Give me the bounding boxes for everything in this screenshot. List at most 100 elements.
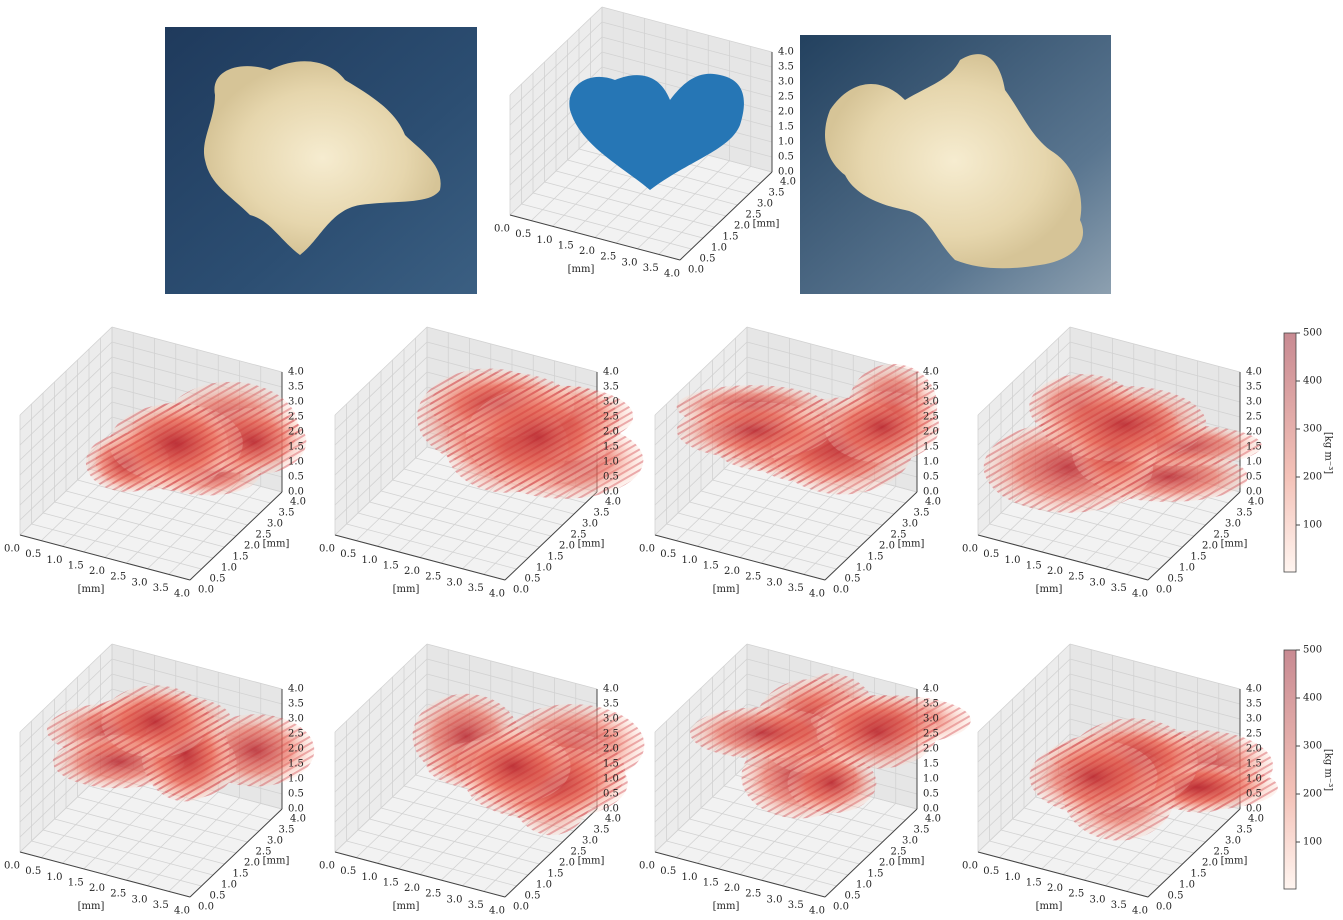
y-axis-label: [mm] [578,539,605,550]
density-blob [690,707,837,759]
y-tick-label: 1.5 [1191,552,1207,563]
x-tick-label: 3.0 [132,577,148,588]
y-tick-label: 1.5 [233,869,249,880]
x-tick-label: 2.0 [579,246,595,257]
z-tick-label: 3.0 [923,714,939,725]
x-tick-label: 3.0 [447,577,463,588]
grid-line [1069,341,1241,388]
y-axis-label: [mm] [263,856,290,867]
photo-left [165,27,477,294]
x-axis-label: [mm] [78,901,105,912]
x-tick-label: 4.0 [174,906,190,917]
grid-line [1105,797,1198,887]
y-tick-label: 0.5 [845,891,861,902]
z-tick-label: 3.5 [288,699,304,710]
colorbar-tick-label: 500 [1303,328,1322,339]
grid-line [654,643,748,733]
z-tick-label: 3.0 [923,397,939,408]
z-tick-label: 0.5 [1246,472,1262,483]
grid-line [334,643,428,733]
y-axis-label: [mm] [263,539,290,550]
plot-3d: 0.00.00.00.50.50.51.01.01.01.51.51.52.02… [962,643,1278,917]
y-tick-label: 2.5 [891,847,907,858]
z-tick-label: 3.0 [1246,714,1262,725]
y-tick-label: 3.5 [594,508,610,519]
z-tick-label: 1.0 [923,774,939,785]
z-tick-label: 2.5 [288,412,304,423]
z-tick-label: 2.5 [603,412,619,423]
x-axis-label: [mm] [1036,584,1063,595]
y-axis-label: [mm] [753,219,780,230]
density-blob [824,391,940,463]
z-tick-label: 3.5 [1246,699,1262,710]
z-tick-label: 3.0 [1246,397,1262,408]
x-tick-label: 4.0 [809,589,825,600]
y-tick-label: 4.0 [1248,497,1264,508]
grid-line [977,341,1071,431]
z-tick-label: 4.0 [288,367,304,378]
x-tick-label: 1.0 [682,872,698,883]
z-tick-label: 0.0 [778,167,794,178]
colorbar-label: [kg m⁻³] [1323,749,1334,791]
x-tick-label: 3.5 [1111,900,1127,911]
grid-line [977,658,1071,748]
z-tick-label: 1.5 [288,442,304,453]
x-tick-label: 1.0 [47,872,63,883]
y-tick-label: 1.5 [723,232,739,243]
grid-line [1069,356,1241,403]
z-tick-label: 0.0 [288,487,304,498]
x-tick-label: 1.5 [558,240,574,251]
x-tick-label: 3.0 [132,894,148,905]
z-tick-label: 0.5 [923,789,939,800]
x-tick-label: 3.0 [767,577,783,588]
axis-line [679,171,773,261]
y-axis-label: [mm] [898,539,925,550]
y-tick-label: 2.5 [256,847,272,858]
y-tick-label: 0.0 [833,902,849,913]
plot-3d: 0.00.00.00.50.50.51.01.01.01.51.51.52.02… [319,326,644,600]
grid-line [1126,803,1220,892]
grid-line [334,673,428,763]
z-tick-label: 4.0 [923,367,939,378]
grid-line [334,371,428,461]
axis-line [1147,491,1241,581]
z-tick-label: 3.5 [923,699,939,710]
x-tick-label: 3.5 [153,900,169,911]
y-tick-label: 3.5 [1237,825,1253,836]
grid-line [88,785,260,832]
y-tick-label: 4.0 [1248,814,1264,825]
z-tick-label: 2.0 [603,427,619,438]
x-tick-label: 3.5 [788,900,804,911]
photo-right [800,35,1111,294]
z-tick-label: 1.5 [923,759,939,770]
x-tick-label: 3.0 [447,894,463,905]
axis-line [19,534,191,581]
z-tick-label: 0.0 [1246,804,1262,815]
y-tick-label: 1.0 [856,880,872,891]
y-tick-label: 0.0 [513,902,529,913]
axis-line [977,851,1149,898]
grid-line [654,658,748,748]
colorbar-tick-label: 400 [1303,376,1322,387]
z-tick-label: 0.5 [923,472,939,483]
y-tick-label: 2.5 [571,847,587,858]
grid-line [65,807,237,854]
x-tick-label: 3.0 [1090,894,1106,905]
grid-line [111,658,283,705]
y-tick-label: 3.5 [594,825,610,836]
y-tick-label: 4.0 [605,497,621,508]
grid-line [111,673,283,720]
plot-3d: 0.00.00.00.50.50.51.01.01.01.51.51.52.02… [962,326,1264,600]
grid-line [509,21,603,111]
grid-line [334,688,428,778]
x-axis-label: [mm] [713,584,740,595]
z-tick-label: 4.0 [1246,367,1262,378]
y-tick-label: 2.0 [244,858,260,869]
grid-line [803,803,897,892]
x-tick-label: 4.0 [664,269,680,280]
x-tick-label: 1.0 [47,555,63,566]
y-tick-label: 4.0 [290,814,306,825]
colorbar-fill [1283,332,1297,573]
x-tick-label: 0.0 [962,544,978,555]
